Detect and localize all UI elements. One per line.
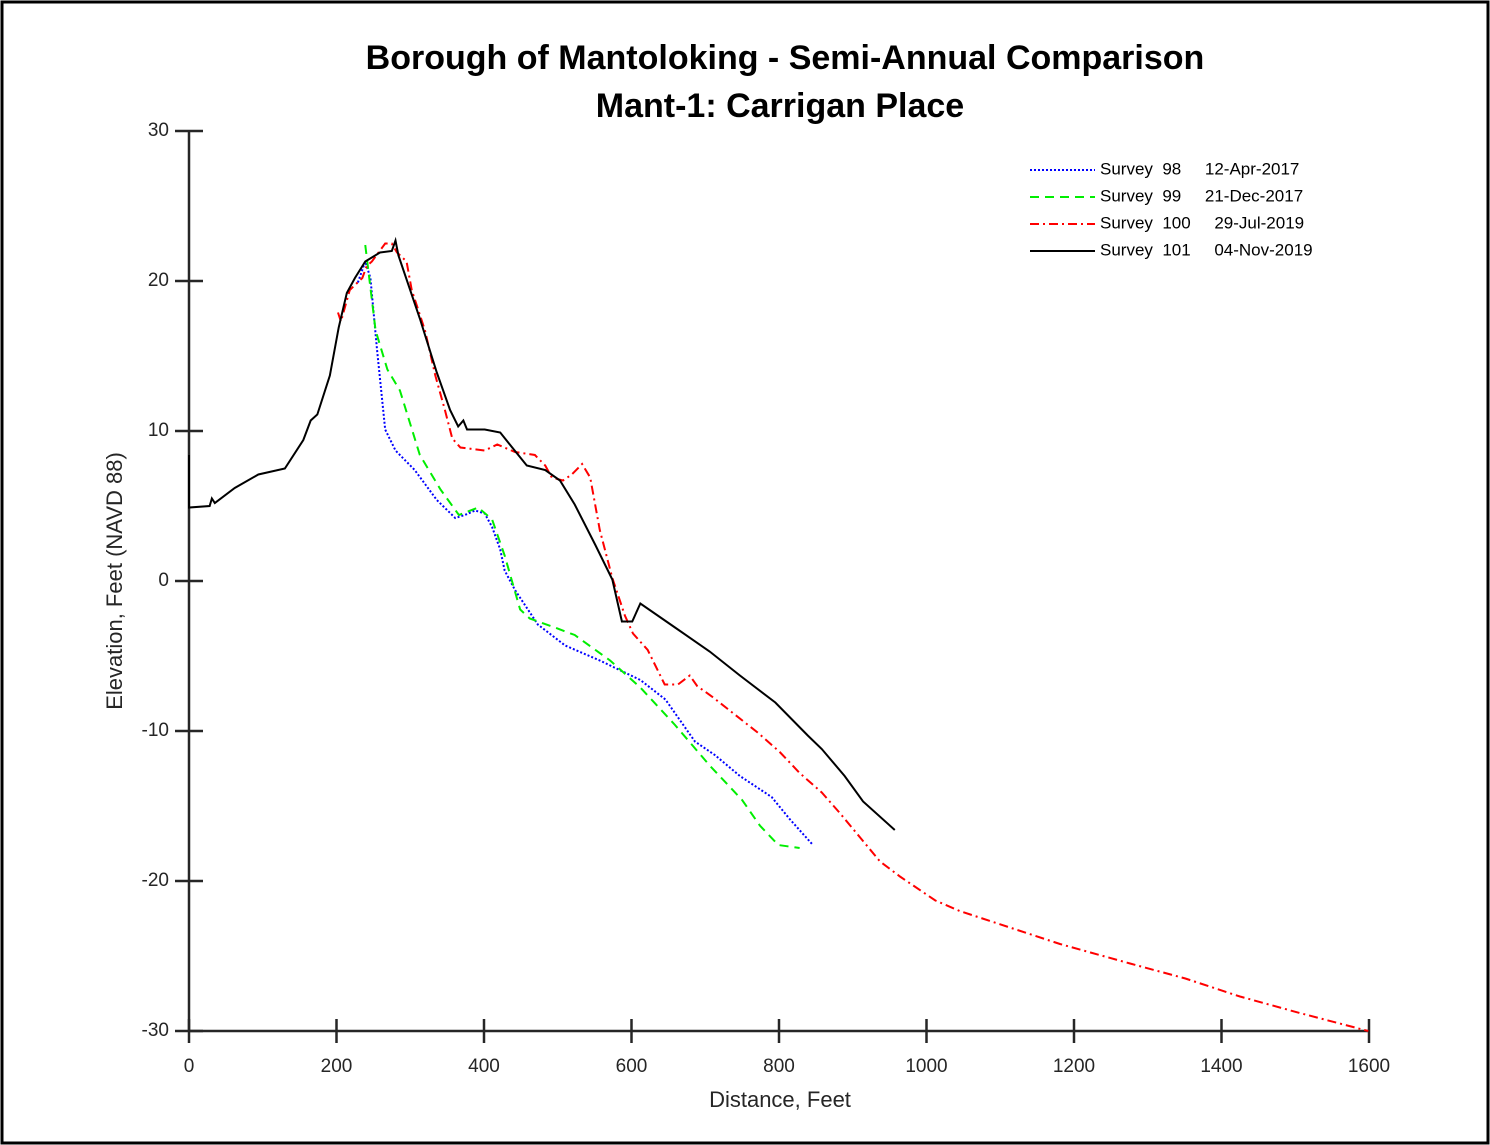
y-tick-label: 30 bbox=[148, 120, 169, 141]
y-tick-label: 0 bbox=[158, 570, 169, 591]
y-tick-label: 10 bbox=[148, 420, 169, 441]
x-axis-label: Distance, Feet bbox=[709, 1087, 851, 1112]
x-tick-label: 1200 bbox=[1053, 1056, 1095, 1077]
legend-label: Survey 98 12-Apr-2017 bbox=[1100, 159, 1299, 178]
x-tick-label: 1400 bbox=[1200, 1056, 1242, 1077]
legend-label: Survey 100 29-Jul-2019 bbox=[1100, 213, 1304, 232]
series-line bbox=[364, 244, 800, 849]
series-line bbox=[188, 236, 896, 831]
legend-label: Survey 101 04-Nov-2019 bbox=[1100, 240, 1313, 259]
chart-subtitle: Mant-1: Carrigan Place bbox=[596, 87, 964, 125]
y-tick-label: 20 bbox=[148, 270, 169, 291]
x-tick-label: 200 bbox=[321, 1056, 353, 1077]
x-tick-label: 800 bbox=[763, 1056, 795, 1077]
x-tick-label: 1600 bbox=[1348, 1056, 1390, 1077]
series-line bbox=[356, 258, 814, 846]
x-tick-label: 400 bbox=[468, 1056, 500, 1077]
chart-title: Borough of Mantoloking - Semi-Annual Com… bbox=[366, 39, 1205, 77]
y-tick-label: -20 bbox=[142, 870, 169, 891]
x-tick-label: 600 bbox=[616, 1056, 648, 1077]
x-tick-label: 0 bbox=[184, 1056, 195, 1077]
y-tick-label: -30 bbox=[142, 1020, 169, 1041]
y-tick-label: -10 bbox=[142, 720, 169, 741]
y-axis-label: Elevation, Feet (NAVD 88) bbox=[102, 452, 127, 710]
legend-label: Survey 99 21-Dec-2017 bbox=[1100, 186, 1303, 205]
x-tick-label: 1000 bbox=[905, 1056, 947, 1077]
